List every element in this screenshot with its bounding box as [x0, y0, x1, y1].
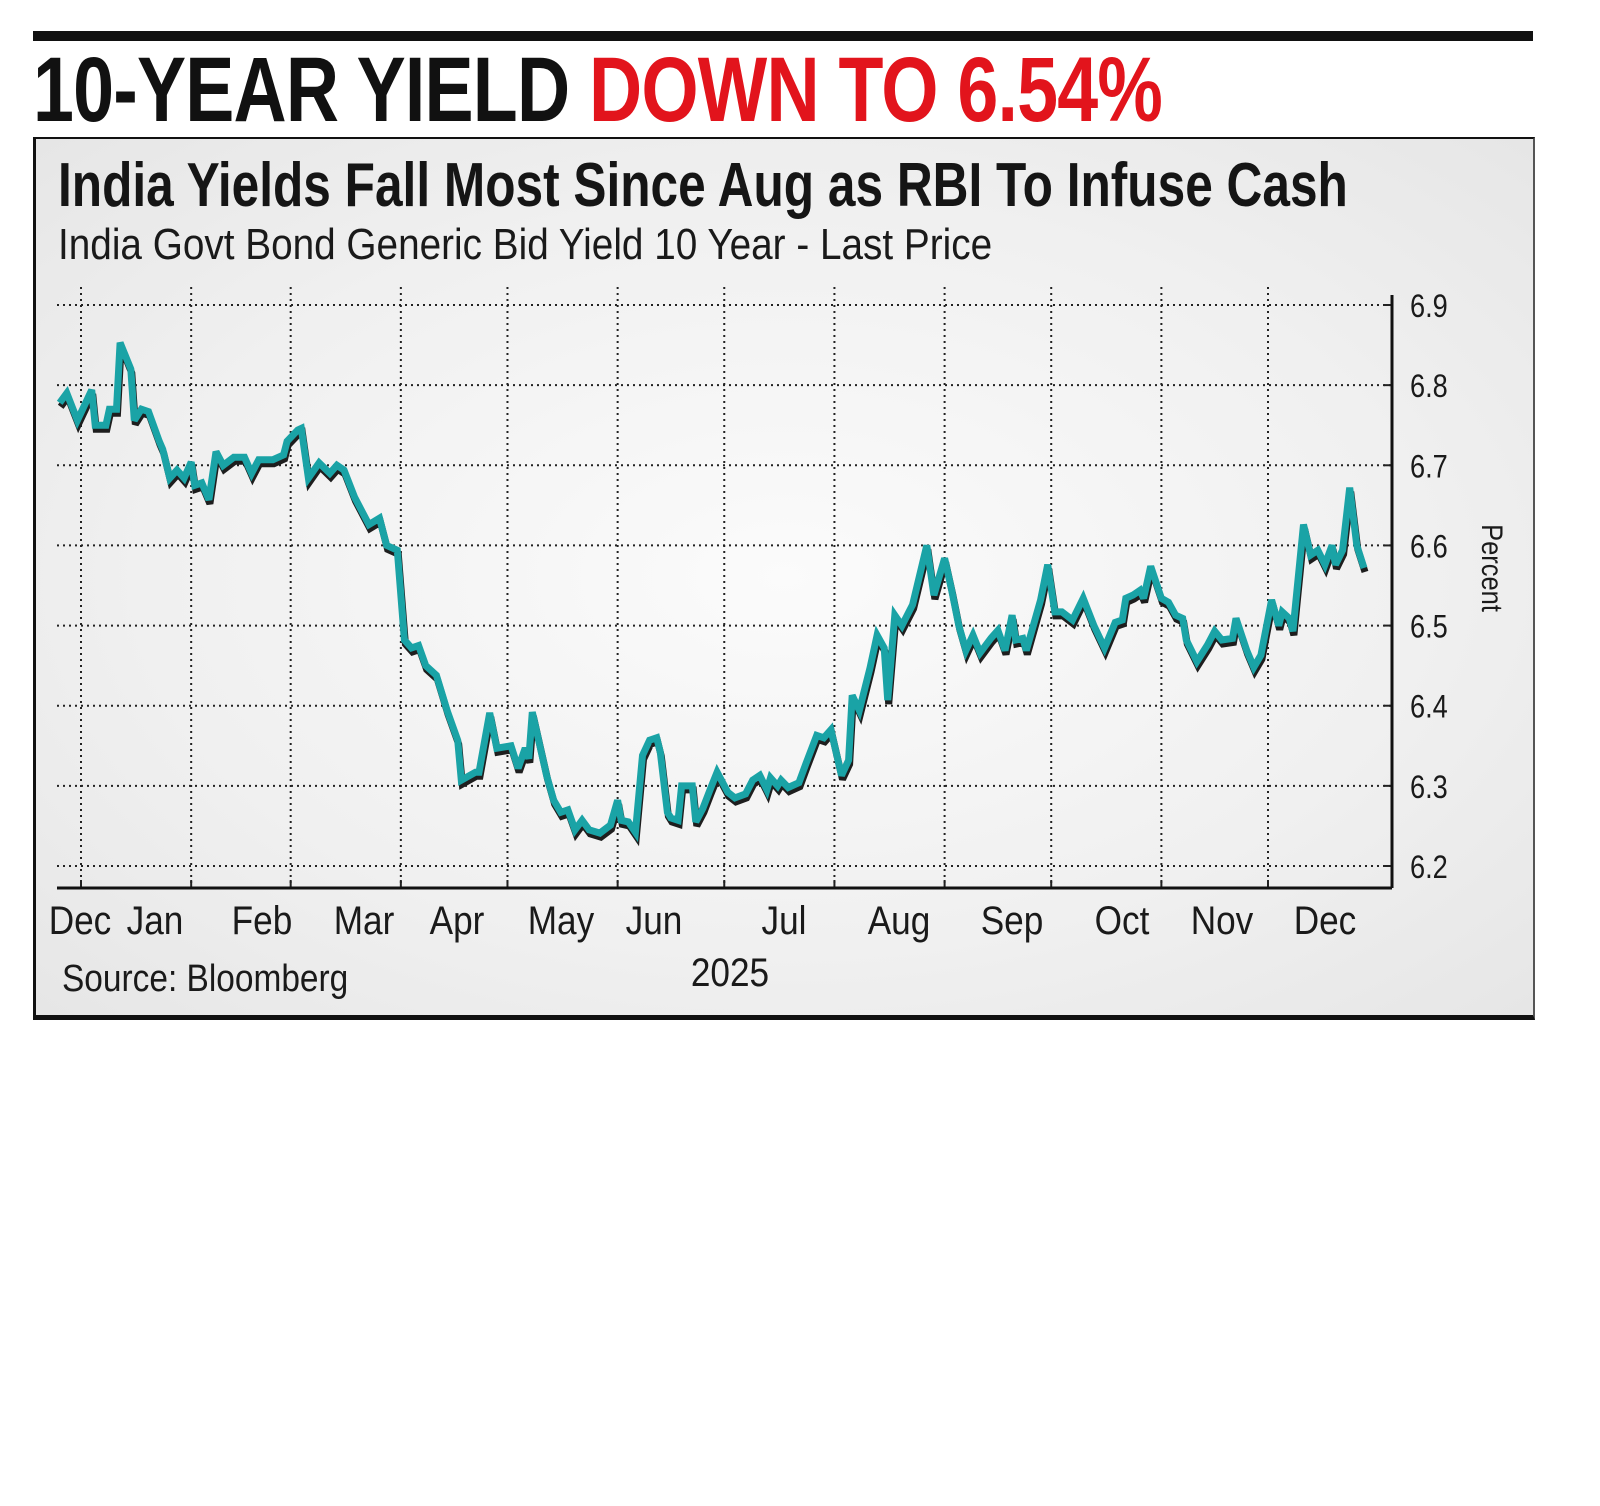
x-axis-year-label: 2025 [691, 950, 769, 995]
x-tick-label: Jun [626, 898, 683, 943]
y-tick-label: 6.7 [1410, 449, 1448, 485]
x-tick-label: Mar [334, 898, 395, 943]
y-tick-label: 6.3 [1410, 770, 1448, 806]
chart-subtitle: India Govt Bond Generic Bid Yield 10 Yea… [58, 220, 993, 269]
headline: 10-YEAR YIELD DOWN TO 6.54% [33, 44, 1163, 136]
gridlines [57, 287, 1392, 888]
x-tick-label: Oct [1095, 898, 1150, 943]
y-axis-label: Percent [1476, 524, 1509, 612]
y-tick-label: 6.6 [1410, 529, 1448, 565]
y-tick-label: 6.8 [1410, 369, 1448, 405]
x-tick-label: Nov [1191, 898, 1254, 943]
x-tick-label: Apr [430, 898, 485, 943]
source-note: Source: Bloomberg [62, 958, 349, 1000]
y-tick-label: 6.5 [1410, 610, 1448, 646]
x-tick-label: Sep [981, 898, 1044, 943]
chart-title: India Yields Fall Most Since Aug as RBI … [58, 151, 1348, 220]
chart-panel [33, 137, 1535, 1020]
x-tick-label: Jul [762, 898, 807, 943]
y-tick-label: 6.9 [1410, 289, 1448, 325]
y-tick-label: 6.4 [1410, 690, 1448, 726]
y-tick-label: 6.2 [1410, 850, 1448, 886]
series-10y-yield [56, 341, 1369, 847]
series-shadow [57, 345, 1369, 847]
x-tick-label: May [528, 898, 595, 943]
x-tick-label: Dec [1294, 898, 1357, 943]
series-line [56, 341, 1368, 843]
x-tick-label: Jan [127, 898, 184, 943]
x-tick-label: Aug [868, 898, 931, 943]
headline-main: 10-YEAR YIELD [33, 39, 589, 141]
top-rule [33, 31, 1533, 41]
axes [57, 295, 1394, 890]
x-tick-label: Feb [232, 898, 293, 943]
x-tick-label: Dec [49, 898, 112, 943]
tick-labels: 6.9 6.8 6.7 6.6 6.5 6.4 6.3 6.2 Dec Jan Feb Mar Apr M… [49, 289, 1509, 995]
headline-accent: DOWN TO 6.54% [588, 39, 1163, 141]
